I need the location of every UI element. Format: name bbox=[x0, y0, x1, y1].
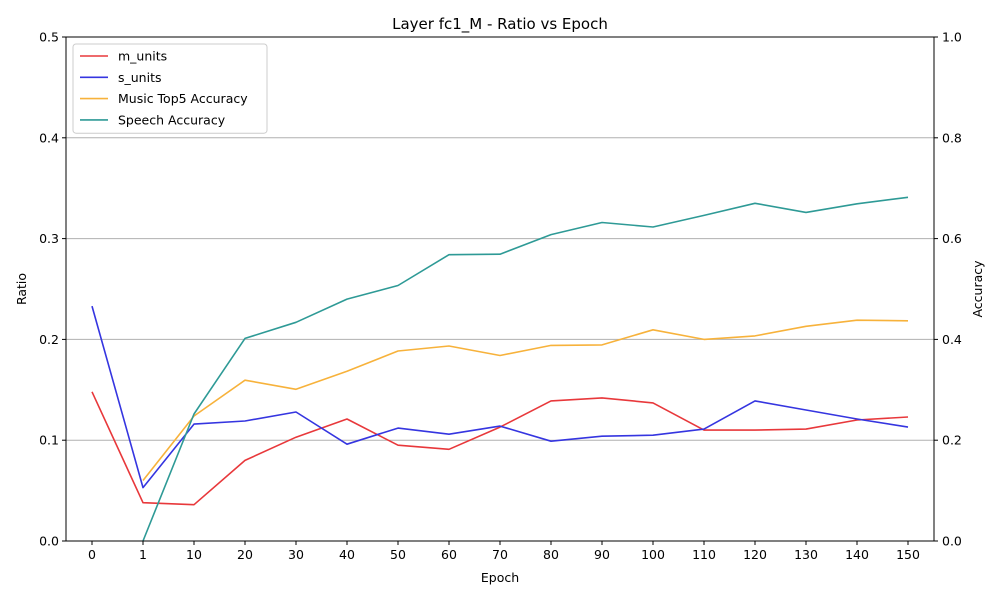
y-axis-left: 0.0 0.1 0.2 0.3 0.4 0.5 bbox=[39, 30, 66, 549]
y2-axis-title: Accuracy bbox=[970, 260, 985, 318]
y-tick-label: 0.0 bbox=[39, 534, 59, 549]
y-tick-label: 0.3 bbox=[39, 231, 59, 246]
series-line-speech-accuracy bbox=[142, 196, 909, 542]
x-tick-label: 20 bbox=[237, 547, 253, 562]
x-axis-title: Epoch bbox=[481, 570, 519, 585]
x-tick-label: 40 bbox=[339, 547, 355, 562]
x-tick-label: 130 bbox=[794, 547, 818, 562]
y2-tick-label: 1.0 bbox=[942, 30, 962, 45]
y2-tick-label: 0.6 bbox=[942, 231, 962, 246]
y-tick-label: 0.4 bbox=[39, 130, 59, 145]
grid-lines bbox=[66, 137, 934, 441]
legend-label: Music Top5 Accuracy bbox=[118, 91, 248, 106]
legend-box bbox=[72, 43, 268, 134]
y-tick-label: 0.5 bbox=[39, 30, 59, 45]
x-tick-label: 140 bbox=[845, 547, 869, 562]
y-tick-label: 0.1 bbox=[39, 433, 59, 448]
x-tick-label: 60 bbox=[441, 547, 457, 562]
y2-tick-label: 0.0 bbox=[942, 534, 962, 549]
series-line-music-top5-accuracy bbox=[142, 319, 909, 481]
y-axis-right: 0.0 0.2 0.4 0.6 0.8 1.0 bbox=[934, 30, 962, 549]
x-tick-label: 0 bbox=[88, 547, 96, 562]
y-tick-label: 0.2 bbox=[39, 332, 59, 347]
y2-tick-label: 0.4 bbox=[942, 332, 962, 347]
x-tick-label: 120 bbox=[743, 547, 767, 562]
chart-title: Layer fc1_M - Ratio vs Epoch bbox=[392, 15, 608, 34]
series-line-m-units bbox=[91, 391, 909, 506]
x-tick-label: 80 bbox=[543, 547, 559, 562]
y-axis-title: Ratio bbox=[14, 273, 29, 305]
x-tick-label: 90 bbox=[594, 547, 610, 562]
x-tick-label: 50 bbox=[390, 547, 406, 562]
legend-label: m_units bbox=[118, 49, 167, 64]
legend-label: s_units bbox=[118, 70, 162, 85]
series-group bbox=[91, 196, 909, 542]
legend: m_units s_units Music Top5 Accuracy Speech … bbox=[72, 43, 268, 134]
series-line-s-units bbox=[91, 305, 909, 489]
legend-label: Speech Accuracy bbox=[118, 112, 226, 127]
x-tick-label: 1 bbox=[139, 547, 147, 562]
x-tick-label: 100 bbox=[641, 547, 665, 562]
y2-tick-label: 0.8 bbox=[942, 130, 962, 145]
x-tick-label: 10 bbox=[186, 547, 202, 562]
x-tick-label: 70 bbox=[492, 547, 508, 562]
y2-tick-label: 0.2 bbox=[942, 433, 962, 448]
x-tick-label: 150 bbox=[896, 547, 920, 562]
x-tick-label: 30 bbox=[288, 547, 304, 562]
x-axis: 0 1 10 20 30 40 50 60 70 80 90 100 110 120 130 140 150 bbox=[88, 541, 920, 562]
x-tick-label: 110 bbox=[692, 547, 716, 562]
